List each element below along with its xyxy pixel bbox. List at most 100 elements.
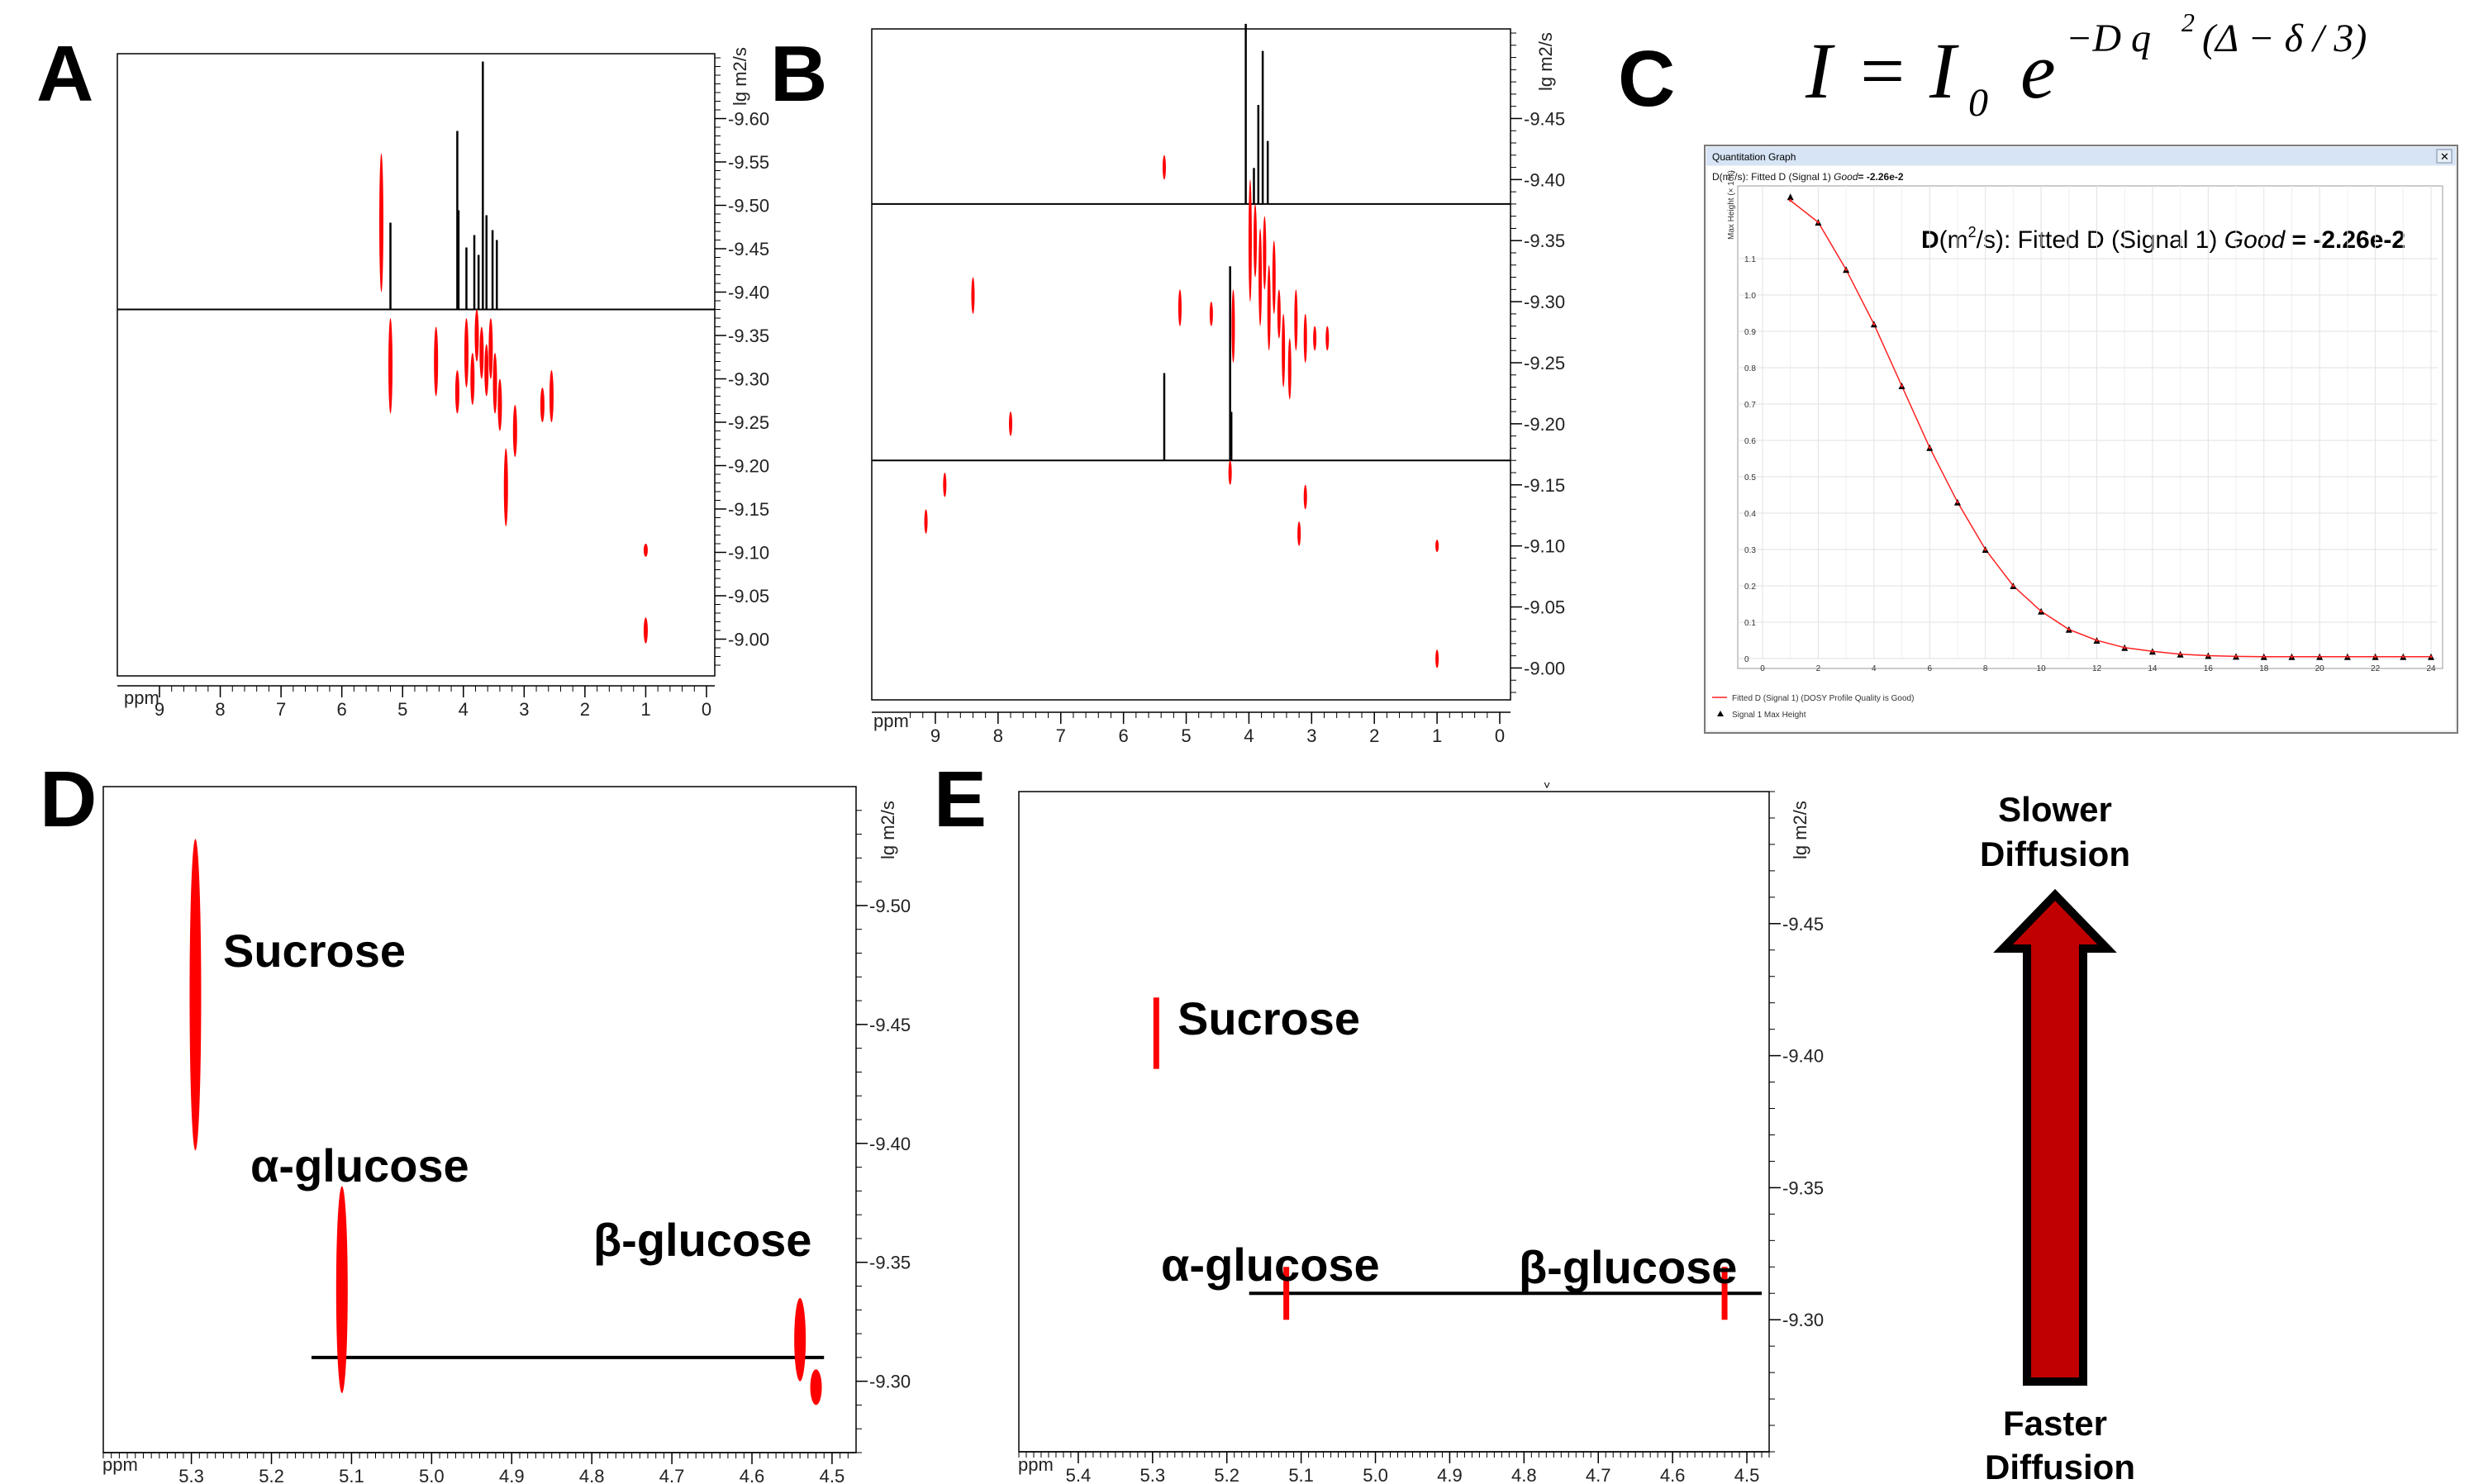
fit-point: [1816, 221, 1820, 224]
legend-points-label: Signal 1 Max Height: [1732, 711, 1806, 720]
y-tick-label: -9.55: [728, 152, 769, 173]
cross-peak: [1228, 460, 1232, 485]
x-tick-label: 5.3: [1140, 1465, 1166, 1484]
fit-point: [2318, 655, 2321, 659]
panel-e-y-unit: lg m2/s: [1790, 801, 1810, 859]
formula-exponent: −D q: [2066, 17, 2151, 60]
y-tick-label: -9.30: [1782, 1310, 1824, 1330]
formula-lhs: I: [1805, 26, 1835, 115]
cross-peak: [1297, 521, 1301, 546]
panel-b-y-unit: lg m2/s: [1535, 32, 1556, 91]
y-tick-label: -9.45: [1524, 108, 1565, 129]
panel-d-y-axis: -9.50 -9.45 -9.40 -9.35 -9.30: [856, 810, 911, 1453]
x-tick-label: 2: [580, 699, 590, 720]
panel-letter-a: A: [36, 30, 93, 118]
label-e-beta-glucose: β-glucose: [1519, 1241, 1737, 1293]
close-icon: ✕: [2440, 150, 2449, 163]
x-tick-label: 7: [276, 699, 286, 720]
x-tick-label: 0: [1760, 664, 1765, 673]
cross-peak: [503, 448, 508, 526]
panel-e-chart: ˅ ppm lg m2/s 5.4 5.3 5.2 5.1 5.0 4.9 4.8 4.7 4.…: [1018, 778, 1824, 1484]
y-tick-label: 0.8: [1744, 364, 1756, 373]
cross-peak: [454, 370, 459, 414]
panel-letter-b: B: [770, 30, 827, 118]
y-tick-label: -9.40: [869, 1134, 911, 1154]
x-tick-label: 4.9: [499, 1466, 525, 1484]
x-tick-label: 7: [1056, 725, 1066, 746]
fit-point: [1928, 446, 1931, 449]
y-tick-label: -9.50: [728, 196, 769, 216]
panel-letter-d: D: [40, 755, 97, 844]
cross-peak: [1277, 289, 1281, 339]
y-tick-label: -9.30: [1524, 292, 1565, 312]
y-tick-label: -9.50: [869, 896, 911, 916]
y-tick-label: 0.5: [1744, 473, 1756, 483]
x-tick-label: 3: [519, 699, 529, 720]
cross-peak: [1231, 289, 1235, 363]
fit-point: [2011, 584, 2015, 587]
x-tick-label: 0: [1495, 725, 1505, 746]
y-tick-label: 0.2: [1744, 583, 1756, 592]
y-tick-label: -9.10: [1524, 536, 1565, 557]
quant-y-axis: 0 0.1 0.2 0.3 0.4 0.5 0.6 0.7 0.8 0.9 1.0 1.1: [1744, 255, 1756, 664]
x-tick-label: 22: [2371, 664, 2381, 673]
fit-point: [2262, 655, 2266, 659]
x-tick-label: 8: [215, 699, 225, 720]
formula-equals: =: [1855, 26, 1909, 115]
quantitation-window: Quantitation Graph ✕ D(m2/s): Fitted D (…: [1704, 145, 2458, 734]
cross-peak: [1282, 313, 1286, 388]
x-tick-label: 4.8: [579, 1466, 605, 1484]
fit-result-label: D(m2/s): Fitted D (Signal 1) Good = -2.2…: [1921, 224, 2405, 254]
formula-i0: I: [1929, 26, 1959, 115]
panel-d-x-unit: ppm: [102, 1454, 138, 1475]
y-tick-label: -9.25: [1524, 353, 1565, 373]
y-tick-label: -9.05: [1524, 597, 1565, 618]
y-tick-label: 1.0: [1744, 292, 1756, 301]
cross-peak: [335, 1186, 348, 1394]
y-tick-label: -9.00: [728, 630, 769, 650]
cross-peak: [497, 378, 502, 431]
fit-point: [2151, 649, 2154, 653]
cross-peak: [1258, 228, 1263, 326]
x-tick-label: 8: [993, 725, 1003, 746]
x-tick-label: 14: [2148, 664, 2158, 673]
label-d-sucrose: Sucrose: [223, 925, 406, 977]
y-tick-label: -9.10: [728, 543, 769, 564]
x-tick-label: 5.4: [1066, 1465, 1092, 1484]
x-tick-label: 16: [2204, 664, 2214, 673]
cross-peak: [1303, 484, 1307, 510]
cross-peak: [1435, 649, 1439, 668]
cross-peak: [1303, 313, 1307, 364]
x-tick-label: 4: [1872, 664, 1877, 673]
x-tick-label: 6: [1927, 664, 1932, 673]
y-tick-label: -9.30: [869, 1372, 911, 1392]
y-tick-label: 0.3: [1744, 546, 1756, 555]
panel-e-frame: [1018, 791, 1770, 1453]
formula-e: e: [2020, 26, 2056, 115]
diffusion-arrow: Slower Diffusion Faster Diffusion: [1980, 790, 2135, 1484]
x-tick-label: 1: [1432, 725, 1442, 746]
x-tick-label: 4.7: [659, 1466, 685, 1484]
legend-fit-label: Fitted D (Signal 1) (DOSY Profile Qualit…: [1732, 694, 1914, 703]
quant-plot-area: [1737, 185, 2443, 669]
y-tick-label: 0.6: [1744, 437, 1756, 446]
y-tick-label: -9.25: [728, 412, 769, 433]
x-tick-label: 5.2: [1214, 1465, 1239, 1484]
fit-point: [1844, 268, 1848, 271]
window-close-button[interactable]: [2436, 149, 2453, 164]
panel-e-y-axis: -9.45 -9.40 -9.35 -9.30: [1769, 791, 1824, 1453]
fit-point: [2206, 654, 2210, 658]
panel-letter-e: E: [934, 755, 987, 844]
x-tick-label: 4.6: [1660, 1465, 1686, 1484]
x-tick-label: 5.2: [259, 1466, 284, 1484]
fitted-curve: [1790, 200, 2431, 658]
x-tick-label: 5: [397, 699, 407, 720]
y-tick-label: 0.9: [1744, 328, 1756, 337]
label-d-beta-glucose: β-glucose: [593, 1214, 811, 1266]
cross-peak: [1263, 216, 1267, 290]
panel-b-x-unit: ppm: [873, 711, 909, 731]
fit-point: [2429, 655, 2433, 659]
panel-a-x-axis: 9 8 7 6 5 4 3 2 1 0: [117, 685, 715, 720]
x-tick-label: 5.3: [178, 1466, 204, 1484]
